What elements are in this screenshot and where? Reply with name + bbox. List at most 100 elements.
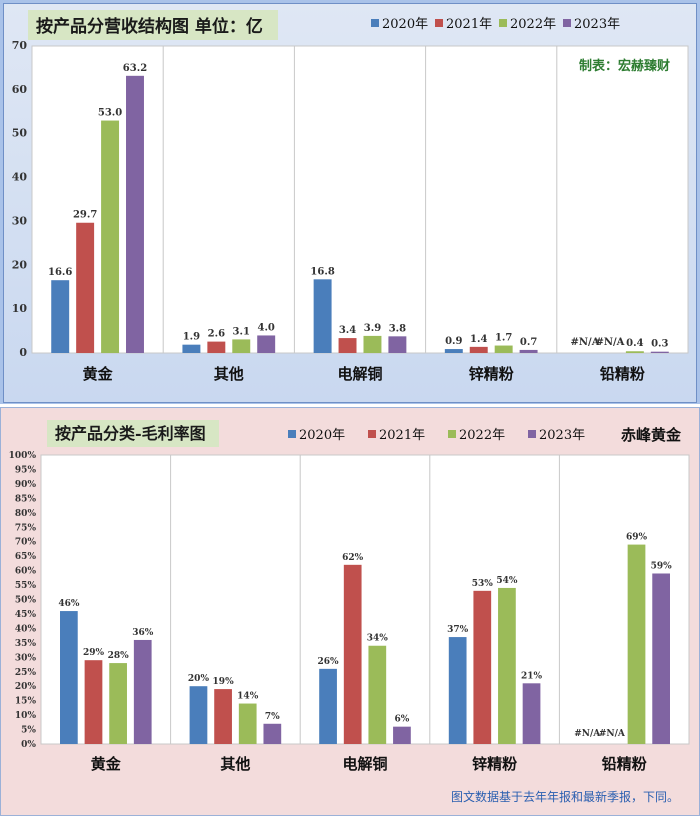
data-label: 16.8 [310,266,334,277]
legend-swatch [499,19,507,27]
legend-swatch [435,19,443,27]
data-label: 3.8 [389,323,406,334]
x-category-label: 铅精粉 [602,755,647,773]
x-category-label: 锌精粉 [472,755,517,773]
bar [214,689,232,744]
y-tick-label: 50 [12,127,28,140]
data-label: 46% [58,599,80,609]
data-label: 34% [367,634,389,644]
bar [319,668,337,744]
bar [368,645,387,744]
x-category-label: 电解铜 [342,755,387,773]
data-label: 62% [342,553,364,563]
bar [338,338,357,353]
y-tick-label: 40% [15,624,37,634]
y-tick-label: 35% [15,639,37,649]
data-label: 29% [83,648,105,658]
data-label: 4.0 [257,322,274,333]
y-tick-label: 85% [15,494,37,504]
legend-label: 2021年 [379,428,425,443]
bar [238,703,257,744]
bar [182,344,201,353]
data-label: 0.3 [651,339,668,350]
bar [522,683,541,744]
bar [133,639,152,744]
data-label: 28% [108,651,130,661]
x-category-label: 黄金 [91,755,122,773]
y-tick-label: 10% [15,711,37,721]
y-tick-label: 50% [15,596,37,606]
y-tick-label: 20 [12,258,28,271]
bar [109,663,127,744]
chart-title-box [28,10,278,40]
legend-label: 2023年 [539,428,585,443]
legend-swatch [288,430,296,438]
chart-annotation: 赤峰黄金 [621,426,682,444]
bar [101,120,120,353]
data-label: 16.6 [48,267,72,278]
y-tick-label: 95% [15,465,37,475]
x-category-label: 铅精粉 [600,365,645,383]
legend-label: 2021年 [446,17,492,32]
data-label: 1.7 [495,333,512,344]
data-label: 29.7 [73,210,97,221]
data-label: #N/A [599,729,626,739]
y-tick-label: 55% [15,581,37,591]
y-tick-label: 80% [15,509,37,519]
bar [232,339,251,353]
data-label: 53.0 [98,108,122,119]
bar [84,660,103,744]
legend-label: 2022年 [459,428,505,443]
x-category-label: 其他 [220,755,250,773]
y-tick-label: 0% [21,740,36,750]
chart-title: 按产品分类-毛利率图 [55,424,206,443]
y-tick-label: 30% [15,653,37,663]
bar [126,75,144,353]
revenue-chart: 按产品分营收结构图 单位：亿 0 10 20 30 40 50 60 70 16.6 29.7 53.… [12,10,689,383]
data-label: 1.9 [183,332,200,343]
margin-chart-panel: 按产品分类-毛利率图 0% 5% 10% 15% 20% 25% 30% 35% 40% 45% 50… [0,407,700,816]
bar [650,351,669,353]
y-tick-label: 20% [15,682,37,692]
bar [473,590,492,744]
bar [494,345,513,353]
data-label: 6% [395,715,410,725]
bar [625,351,644,353]
y-tick-label: 90% [15,480,37,490]
y-tick-label: 0 [19,346,27,359]
y-tick-label: 65% [15,552,37,562]
bar [207,341,226,353]
bar [257,335,276,353]
data-label: 0.4 [626,338,643,349]
data-label: 59% [651,561,673,571]
bar [313,279,332,353]
chart-annotation: 制表：宏赫臻财 [579,58,670,74]
y-tick-label: 5% [21,726,36,736]
data-label: 37% [447,625,469,635]
bar [189,686,208,744]
bar [59,611,78,744]
bar [363,335,382,353]
data-label: 69% [626,533,648,543]
legend-swatch [368,430,376,438]
bar [627,544,646,744]
data-label: 1.4 [470,334,487,345]
bar [393,726,411,744]
data-label: 20% [188,674,210,684]
y-tick-label: 25% [15,668,37,678]
x-category-label: 电解铜 [337,365,382,383]
data-label: 26% [318,657,340,667]
y-tick-label: 30 [12,214,28,227]
data-label: 3.1 [233,326,250,337]
legend-label: 2020年 [382,17,428,32]
data-label: 0.9 [445,336,462,347]
data-label: 63.2 [123,63,147,74]
legend-swatch [371,19,379,27]
revenue-chart-panel: 按产品分营收结构图 单位：亿 0 10 20 30 40 50 60 70 16.6 29.7 53.… [0,0,700,404]
data-label: 2.6 [208,329,225,340]
x-category-label: 黄金 [83,365,114,383]
y-tick-label: 60% [15,567,37,577]
x-category-label: 锌精粉 [469,365,514,383]
data-label: #N/A [595,337,624,348]
bar [519,349,538,353]
